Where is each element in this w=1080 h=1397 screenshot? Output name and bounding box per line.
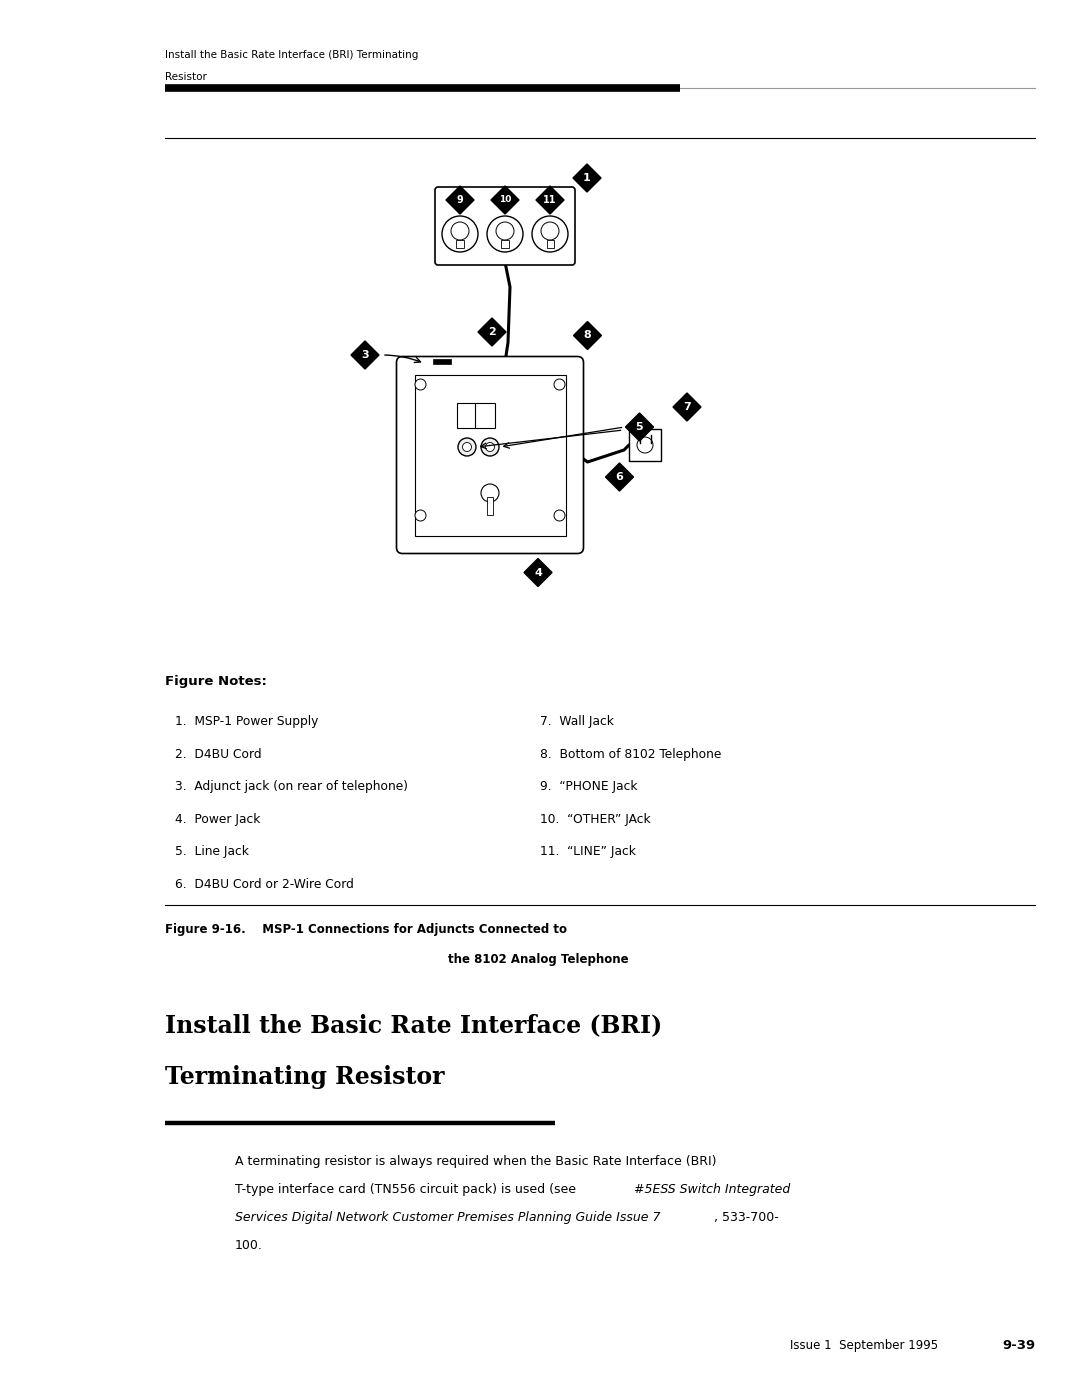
Polygon shape xyxy=(351,341,379,369)
Text: Install the Basic Rate Interface (BRI) Terminating: Install the Basic Rate Interface (BRI) T… xyxy=(165,50,418,60)
Circle shape xyxy=(541,222,559,240)
Text: 1.  MSP-1 Power Supply: 1. MSP-1 Power Supply xyxy=(175,715,319,728)
Polygon shape xyxy=(478,319,507,346)
Bar xyxy=(629,429,661,461)
Polygon shape xyxy=(491,186,519,214)
Text: Terminating Resistor: Terminating Resistor xyxy=(165,1065,445,1090)
Polygon shape xyxy=(573,163,600,191)
Text: 5.  Line Jack: 5. Line Jack xyxy=(175,845,248,858)
Polygon shape xyxy=(446,186,474,214)
Text: 10.  “OTHER” JAck: 10. “OTHER” JAck xyxy=(540,813,650,826)
Bar xyxy=(415,374,566,535)
Text: 1: 1 xyxy=(583,173,591,183)
Text: 8: 8 xyxy=(583,331,592,341)
Text: the 8102 Analog Telephone: the 8102 Analog Telephone xyxy=(448,953,629,965)
Bar xyxy=(457,402,495,427)
Text: Resistor: Resistor xyxy=(165,73,207,82)
Text: 6: 6 xyxy=(616,472,623,482)
Polygon shape xyxy=(524,559,552,587)
Circle shape xyxy=(415,510,426,521)
Polygon shape xyxy=(673,393,701,420)
Circle shape xyxy=(486,443,495,451)
Circle shape xyxy=(481,439,499,455)
Text: 4: 4 xyxy=(535,567,542,577)
Text: 8.  Bottom of 8102 Telephone: 8. Bottom of 8102 Telephone xyxy=(540,747,721,760)
Text: 9.  “PHONE Jack: 9. “PHONE Jack xyxy=(540,780,637,793)
Polygon shape xyxy=(536,186,564,214)
Circle shape xyxy=(481,483,499,502)
Text: 7.  Wall Jack: 7. Wall Jack xyxy=(540,715,613,728)
Text: 2.  D4BU Cord: 2. D4BU Cord xyxy=(175,747,261,760)
Bar xyxy=(432,359,450,365)
Polygon shape xyxy=(625,414,653,441)
Bar xyxy=(457,240,463,249)
Text: 7: 7 xyxy=(684,402,691,412)
Bar xyxy=(546,240,554,249)
Text: 3.  Adjunct jack (on rear of telephone): 3. Adjunct jack (on rear of telephone) xyxy=(175,780,408,793)
Text: 4.  Power Jack: 4. Power Jack xyxy=(175,813,260,826)
Text: Install the Basic Rate Interface (BRI): Install the Basic Rate Interface (BRI) xyxy=(165,1013,662,1037)
FancyBboxPatch shape xyxy=(435,187,575,265)
Text: 10: 10 xyxy=(499,196,511,204)
Circle shape xyxy=(462,443,472,451)
Circle shape xyxy=(442,217,478,251)
Text: #5ESS Switch Integrated: #5ESS Switch Integrated xyxy=(634,1183,789,1196)
Text: 11: 11 xyxy=(543,196,557,205)
Text: Figure 9-16.    MSP-1 Connections for Adjuncts Connected to: Figure 9-16. MSP-1 Connections for Adjun… xyxy=(165,923,567,936)
Text: , 533-700-: , 533-700- xyxy=(714,1211,779,1224)
Text: 5: 5 xyxy=(636,422,644,432)
Text: Figure Notes:: Figure Notes: xyxy=(165,675,267,687)
Circle shape xyxy=(451,222,469,240)
Text: Issue 1  September 1995: Issue 1 September 1995 xyxy=(789,1338,939,1352)
Text: A terminating resistor is always required when the Basic Rate Interface (BRI): A terminating resistor is always require… xyxy=(235,1155,716,1168)
Text: Services Digital Network Customer Premises Planning Guide Issue 7: Services Digital Network Customer Premis… xyxy=(235,1211,661,1224)
Text: 100.: 100. xyxy=(235,1239,262,1252)
Text: 6.  D4BU Cord or 2-Wire Cord: 6. D4BU Cord or 2-Wire Cord xyxy=(175,877,354,890)
Circle shape xyxy=(637,437,653,453)
Polygon shape xyxy=(573,321,602,349)
Circle shape xyxy=(554,379,565,390)
Polygon shape xyxy=(606,462,634,490)
Circle shape xyxy=(554,510,565,521)
Text: T-type interface card (TN556 circuit pack) is used (see: T-type interface card (TN556 circuit pac… xyxy=(235,1183,580,1196)
Circle shape xyxy=(532,217,568,251)
Circle shape xyxy=(415,379,426,390)
FancyBboxPatch shape xyxy=(396,356,583,553)
Text: 2: 2 xyxy=(488,327,496,337)
Circle shape xyxy=(458,439,476,455)
Text: 11.  “LINE” Jack: 11. “LINE” Jack xyxy=(540,845,636,858)
Text: 9: 9 xyxy=(457,196,463,205)
Text: 9-39: 9-39 xyxy=(1002,1338,1035,1352)
Bar xyxy=(501,240,509,249)
Circle shape xyxy=(496,222,514,240)
Circle shape xyxy=(487,217,523,251)
Bar xyxy=(487,497,494,515)
Text: 3: 3 xyxy=(361,351,368,360)
